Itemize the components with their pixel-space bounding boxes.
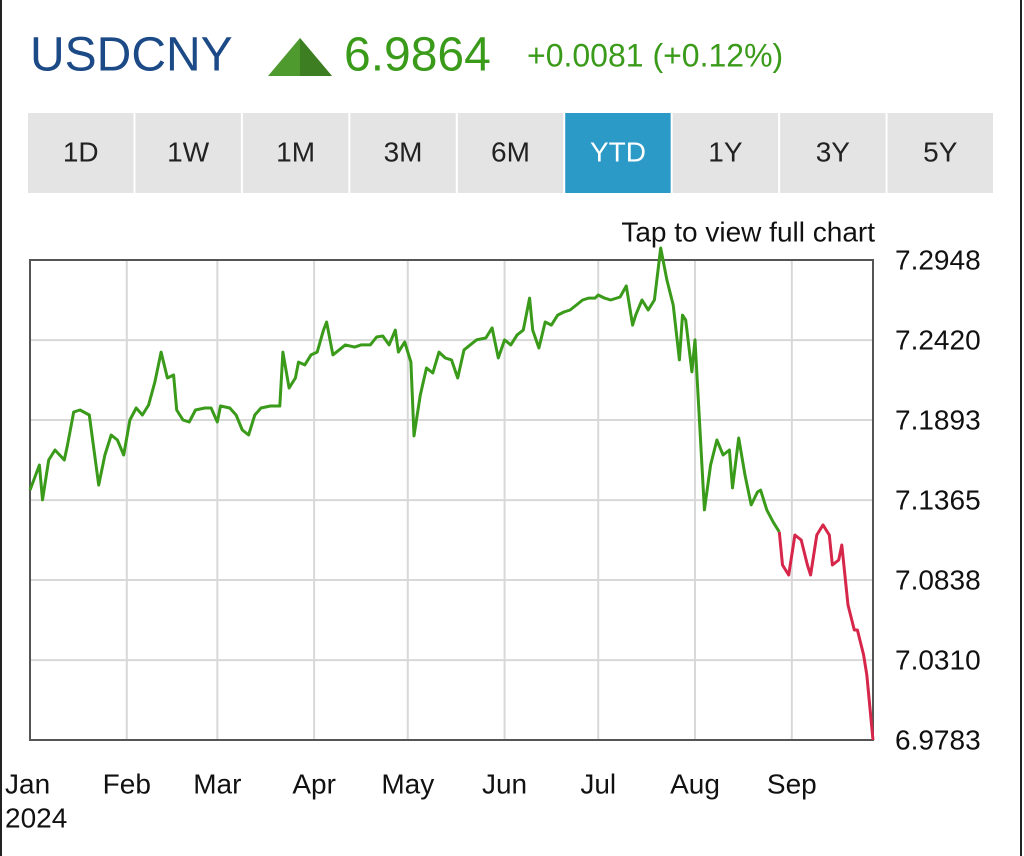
y-tick-label: 7.2420 — [895, 324, 981, 355]
price-line — [28, 246, 781, 533]
tab-label[interactable]: 1M — [276, 136, 315, 167]
tab-label[interactable]: 3M — [384, 136, 423, 167]
tab[interactable] — [457, 113, 564, 193]
tab-label[interactable]: 6M — [491, 136, 530, 167]
tab-active[interactable] — [565, 113, 671, 193]
tab-label[interactable]: YTD — [590, 136, 646, 167]
tab[interactable] — [887, 113, 993, 193]
x-tick-label: Jun — [482, 768, 527, 799]
tab-label[interactable]: 3Y — [816, 136, 851, 167]
tab-label[interactable]: 1Y — [708, 136, 743, 167]
y-tick-label: 7.1893 — [895, 404, 981, 435]
y-tick-label: 7.0310 — [895, 644, 981, 675]
tab-bar: 1D 1W 1M 3M 6M YTD 1Y 3Y 5Y — [28, 113, 993, 193]
tab[interactable] — [350, 113, 456, 193]
tab-label[interactable]: 1D — [63, 136, 99, 167]
y-tick-label: 6.9783 — [895, 724, 981, 755]
tab[interactable] — [780, 113, 886, 193]
price: 6.9864 — [344, 29, 491, 82]
plot-frame — [29, 259, 874, 741]
x-tick-label: Sep — [767, 768, 817, 799]
tab[interactable] — [242, 113, 349, 193]
y-tick-label: 7.1365 — [895, 484, 981, 515]
symbol: USDCNY — [30, 29, 233, 82]
tab-label[interactable]: 1W — [167, 136, 210, 167]
x-tick-label: Apr — [292, 768, 336, 799]
y-tick-label: 7.2948 — [895, 244, 981, 275]
x-year-label: 2024 — [5, 802, 67, 833]
tab[interactable] — [672, 113, 779, 193]
x-tick-label: Feb — [103, 768, 151, 799]
x-tick-label: Aug — [670, 768, 720, 799]
y-tick-label: 7.0838 — [895, 564, 981, 595]
up-arrow-shade — [300, 38, 332, 76]
tab[interactable] — [135, 113, 241, 193]
plot: 6.9783 7.0310 7.0838 7.1365 7.1893 7.2420 7.29… — [5, 244, 981, 833]
chart-note: Tap to view full chart — [621, 216, 875, 247]
x-tick-label: May — [381, 768, 434, 799]
x-tick-label: Jul — [580, 768, 616, 799]
tab-label[interactable]: 5Y — [923, 136, 958, 167]
x-tick-label: Jan — [5, 768, 50, 799]
x-tick-label: Mar — [193, 768, 241, 799]
price-line — [777, 523, 875, 741]
change: +0.0081 (+0.12%) — [527, 37, 783, 73]
tab[interactable] — [28, 113, 134, 193]
